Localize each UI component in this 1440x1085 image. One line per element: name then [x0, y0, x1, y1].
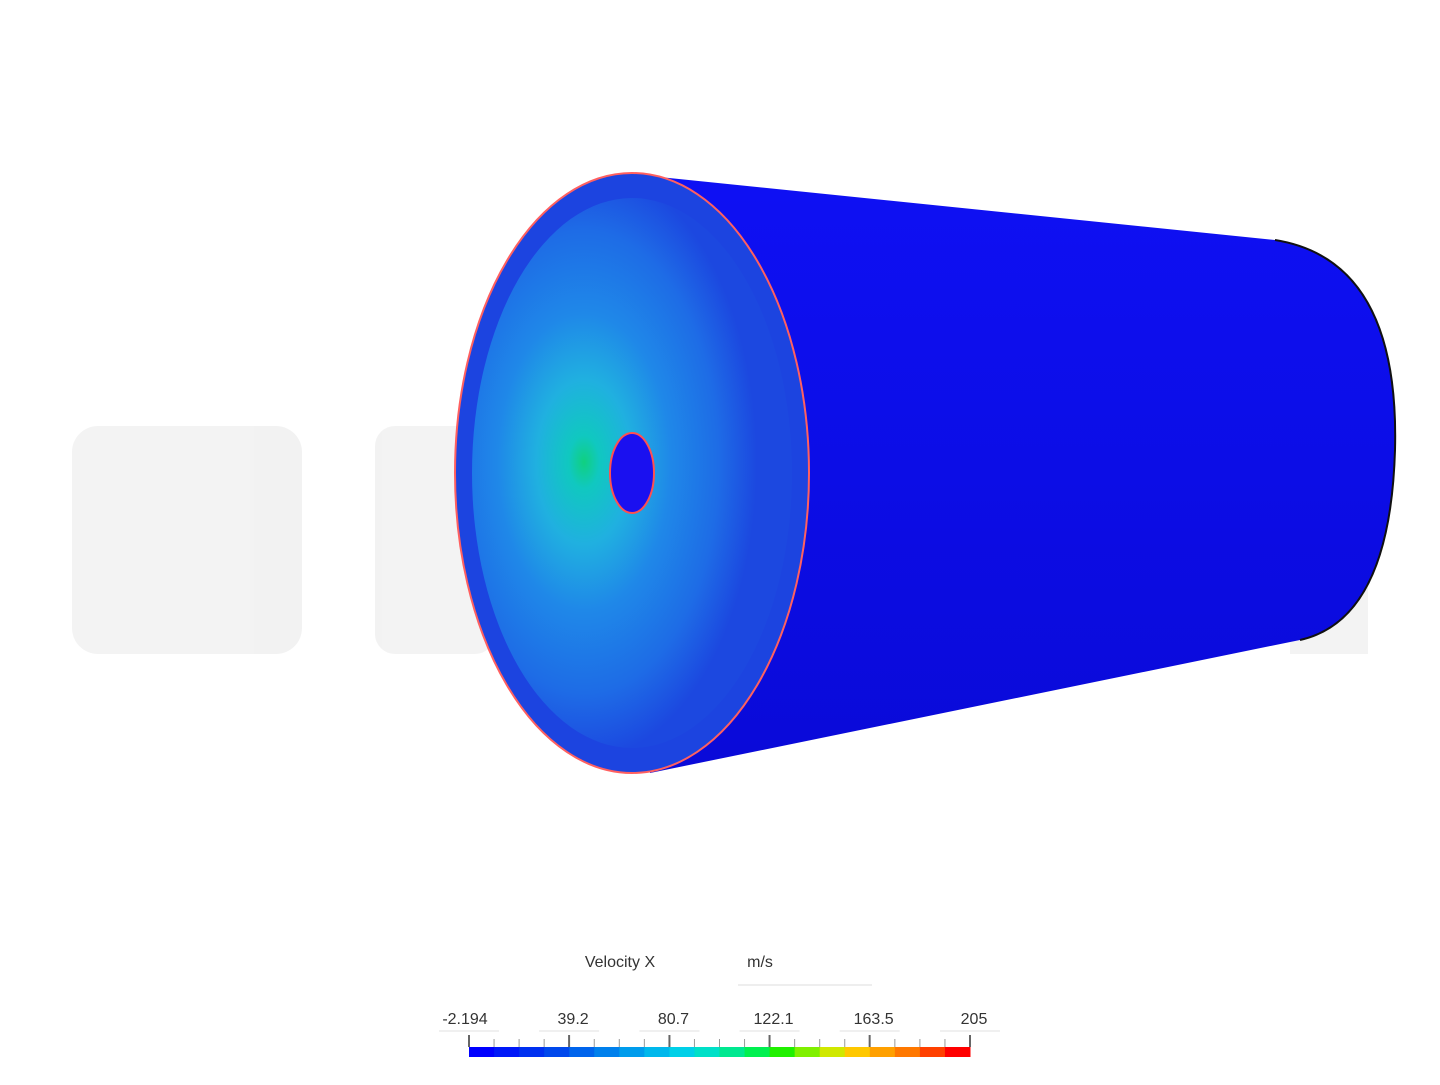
color-segment: [719, 1047, 746, 1057]
color-segment: [544, 1047, 570, 1057]
color-segment: [769, 1047, 796, 1057]
tick-label: -2.194: [442, 1011, 487, 1028]
legend-title: Velocity X: [585, 954, 656, 971]
color-segment: [844, 1047, 871, 1057]
color-segment: [619, 1047, 645, 1057]
color-segment: [669, 1047, 695, 1057]
tick-label: 39.2: [558, 1011, 589, 1028]
color-segment: [494, 1047, 520, 1057]
legend-unit: m/s: [747, 954, 773, 971]
color-segment: [819, 1047, 846, 1057]
color-segment: [919, 1047, 946, 1057]
color-segment: [694, 1047, 720, 1057]
color-segment: [869, 1047, 896, 1057]
color-segment: [894, 1047, 921, 1057]
tick-label: 80.7: [658, 1011, 689, 1028]
color-segment: [944, 1047, 971, 1057]
color-segment: [744, 1047, 771, 1057]
color-segment: [569, 1047, 595, 1057]
color-legend: Velocity X m/s -2.194 39.2 80.7 122.1 163.5 2…: [439, 954, 1000, 1057]
tick-label: 205: [961, 1011, 988, 1028]
color-segment: [794, 1047, 821, 1057]
color-segment: [519, 1047, 545, 1057]
color-segment: [644, 1047, 670, 1057]
color-segment: [469, 1047, 495, 1057]
tick-label: 122.1: [754, 1011, 794, 1028]
color-segment: [594, 1047, 620, 1057]
cylinder: [454, 172, 1397, 774]
tick-label: 163.5: [854, 1011, 894, 1028]
